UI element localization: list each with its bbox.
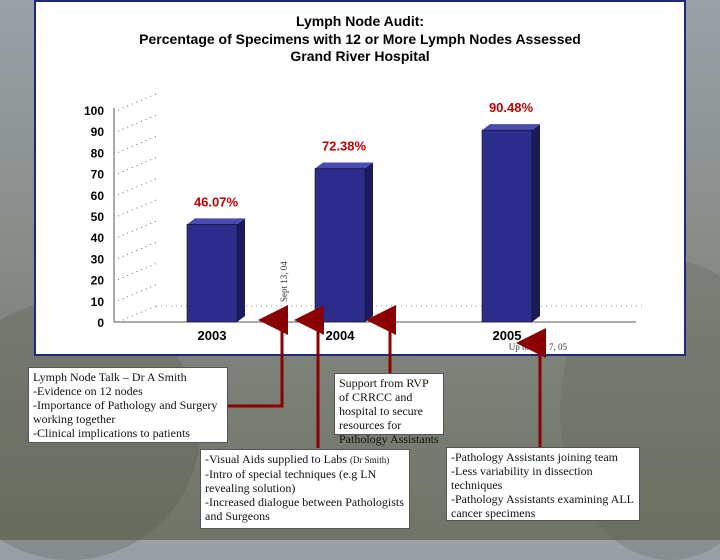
bar (481, 129, 533, 323)
bar (314, 168, 366, 323)
y-tick-label: 70 (91, 168, 105, 182)
note-visual-aids-more: -Intro of special techniques (e.g LN rev… (205, 467, 404, 523)
note-pathology-assistants: -Pathology Assistants joining team -Less… (446, 447, 640, 521)
chart-title: Lymph Node Audit: (296, 13, 424, 29)
y-tick-label: 90 (91, 125, 105, 139)
x-tick-label: 2005 (493, 328, 522, 343)
grid-line (117, 263, 157, 281)
bar-top (315, 162, 373, 169)
y-tick-label: 50 (91, 210, 105, 224)
chart-frame: Lymph Node Audit: Percentage of Specimen… (34, 0, 686, 356)
bar-top (482, 124, 540, 131)
y-tick-label: 10 (91, 295, 105, 309)
data-label: 90.48% (489, 100, 534, 115)
bar-chart: Lymph Node Audit: Percentage of Specimen… (84, 13, 646, 352)
bar-side (237, 218, 245, 322)
y-tick-label: 30 (91, 252, 105, 266)
x-tick-label: 2003 (198, 328, 227, 343)
x-tick-label: 2004 (326, 328, 356, 343)
grid-line (117, 305, 157, 323)
grid-line (117, 284, 157, 302)
grid-line (117, 93, 157, 111)
note-visual-aids: -Visual Aids supplied to Labs (Dr Smith)… (200, 449, 410, 529)
y-tick-label: 60 (91, 189, 105, 203)
y-tick-label: 20 (91, 274, 105, 288)
grid-line (117, 157, 157, 175)
chart-subtitle-hospital: Grand River Hospital (290, 48, 429, 64)
bar-side (365, 162, 373, 322)
grid-line (117, 114, 157, 132)
grid-line (117, 220, 157, 238)
note-support-rvp: Support from RVP of CRRCC and hospital t… (334, 373, 444, 446)
bar-side (532, 124, 540, 322)
bar (186, 224, 238, 323)
grid-line (117, 199, 157, 217)
note-visual-aids-text: -Visual Aids supplied to Labs (205, 452, 350, 466)
annotation-sept: Sept 13, 04 (279, 261, 289, 302)
data-label: 72.38% (322, 139, 367, 154)
grid-line (117, 135, 157, 153)
data-label: 46.07% (194, 194, 239, 209)
grid-line (117, 241, 157, 259)
y-tick-label: 80 (91, 146, 105, 160)
chart-subtitle: Percentage of Specimens with 12 or More … (139, 31, 581, 47)
y-tick-label: 0 (97, 316, 104, 330)
y-tick-label: 40 (91, 231, 105, 245)
grid-line (117, 178, 157, 196)
y-tick-label: 100 (84, 104, 104, 118)
annotation-nov: Up to Nov 7, 05 (509, 342, 568, 352)
note-visual-aids-credit: (Dr Smith) (349, 455, 390, 465)
bar-top (187, 218, 245, 225)
note-lymph-node-talk: Lymph Node Talk – Dr A Smith -Evidence o… (28, 367, 228, 443)
